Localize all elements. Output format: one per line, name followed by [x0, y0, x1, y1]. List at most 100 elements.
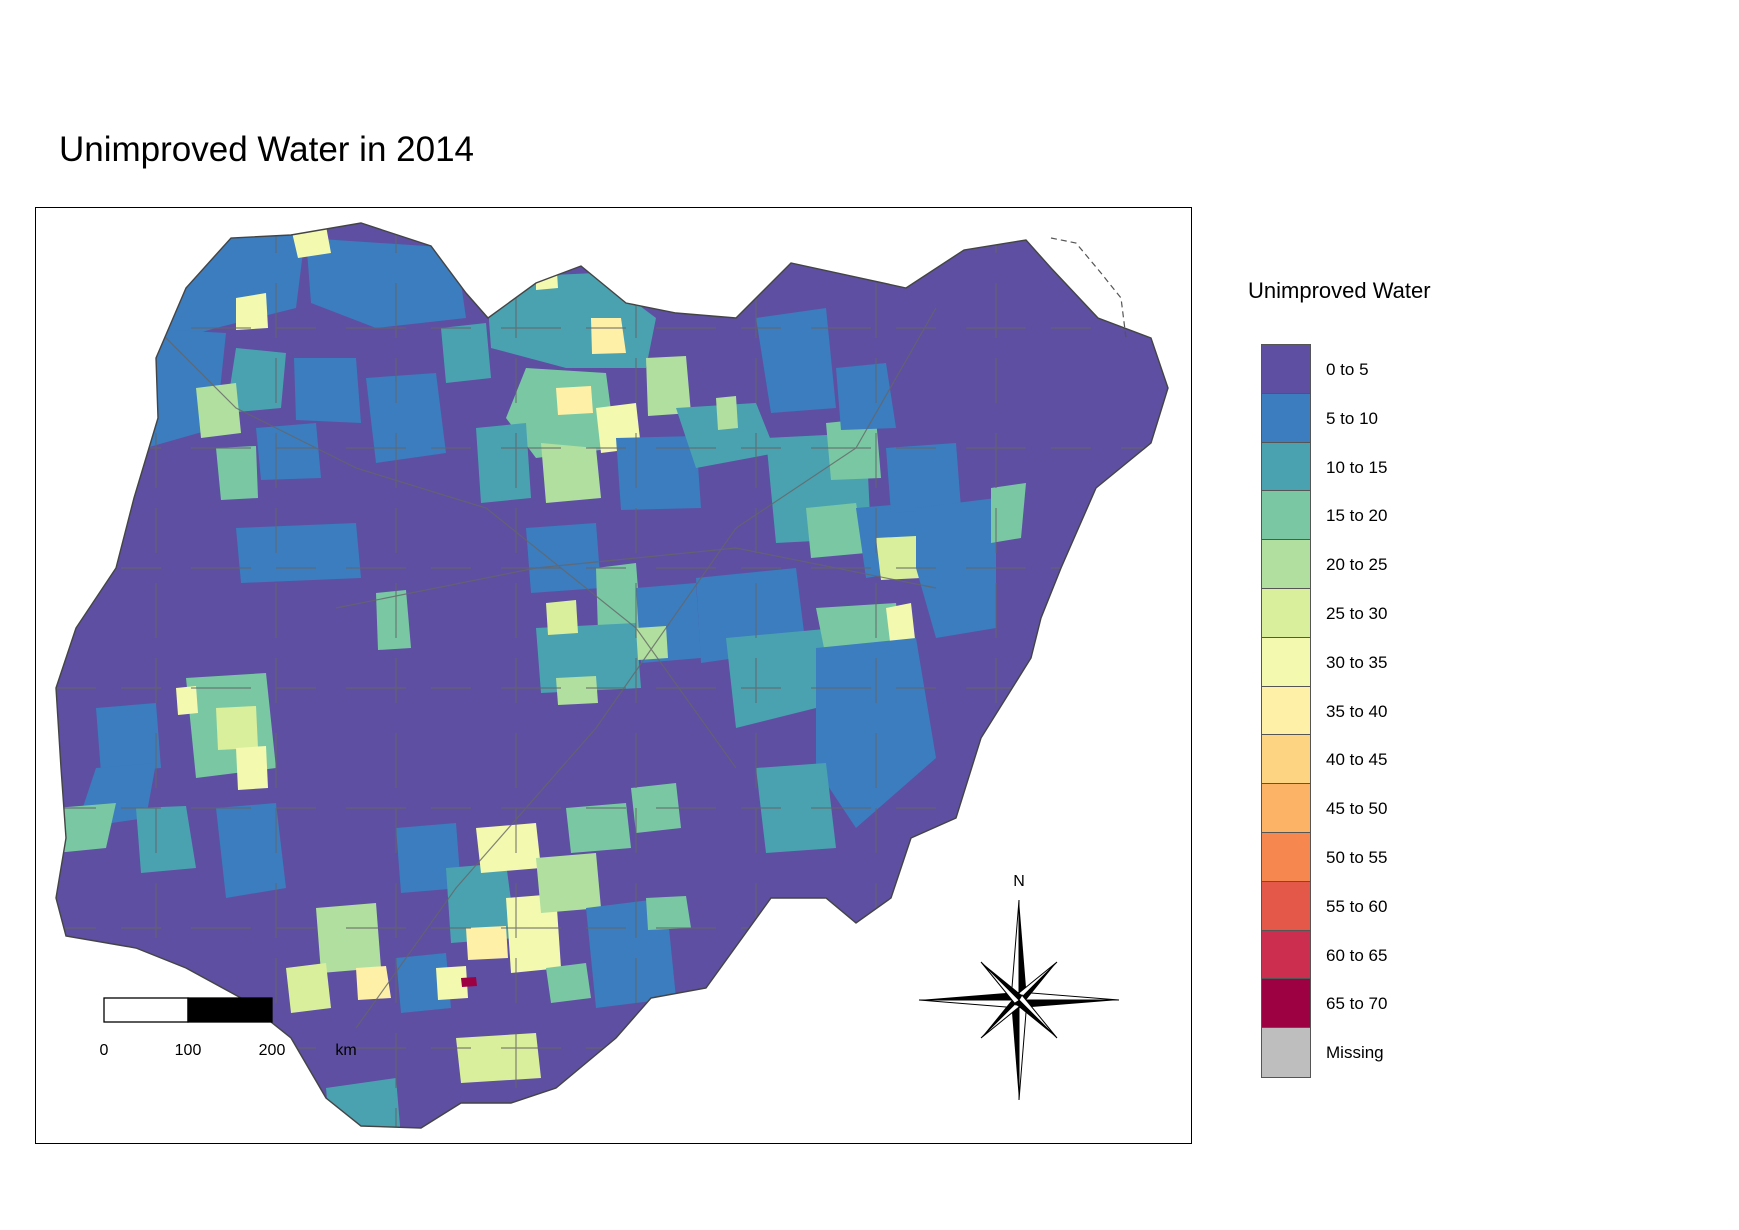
district	[536, 623, 641, 693]
district	[536, 256, 558, 290]
district	[756, 763, 836, 853]
district	[216, 706, 258, 750]
scale-bar-segment-white	[103, 997, 189, 1023]
scale-bar: 0 100 200 km	[100, 997, 357, 1059]
legend-swatch: 25 to 30	[1262, 588, 1387, 638]
district	[616, 436, 701, 510]
legend-label: Missing	[1326, 1043, 1384, 1063]
district	[726, 628, 836, 728]
district	[716, 396, 738, 430]
scale-tick-200: 200	[259, 1042, 286, 1059]
district	[236, 293, 268, 330]
legend-label: 25 to 30	[1326, 603, 1388, 623]
district	[176, 686, 198, 715]
legend-label: 35 to 40	[1326, 701, 1388, 721]
district	[876, 536, 921, 580]
country-outline	[55, 222, 1169, 1129]
district	[441, 323, 491, 383]
district	[96, 703, 161, 773]
district	[446, 863, 516, 943]
district	[886, 443, 961, 513]
legend-label: 50 to 55	[1326, 847, 1388, 867]
legend-swatch: 55 to 60	[1262, 881, 1387, 931]
legend-label: 0 to 5	[1326, 360, 1369, 379]
legend-swatch: 15 to 20	[1262, 491, 1387, 541]
district	[991, 483, 1026, 543]
district	[556, 676, 598, 705]
district	[326, 1078, 401, 1128]
district	[286, 963, 331, 1013]
legend-swatch: 35 to 40	[1262, 686, 1387, 736]
legend-swatch: 30 to 35	[1262, 637, 1387, 687]
district	[236, 523, 361, 583]
district	[456, 1033, 541, 1083]
district	[541, 443, 601, 503]
district	[756, 308, 836, 413]
map-panel[interactable]: 0 100 200 km N	[35, 207, 1192, 1144]
district	[676, 403, 776, 468]
district	[466, 926, 508, 960]
district-boundaries	[56, 223, 1168, 1128]
nigeria-map: 0 100 200 km N	[55, 222, 1169, 1129]
district	[356, 966, 391, 1000]
district	[196, 383, 241, 438]
legend-swatch: 60 to 65	[1262, 930, 1387, 980]
district	[136, 806, 196, 873]
district	[806, 503, 866, 558]
district	[596, 563, 641, 633]
legend: Unimproved Water 0 to 5 5 to 10 10 to 15 15…	[1248, 278, 1431, 1078]
legend-label: 40 to 45	[1326, 750, 1388, 770]
legend-label: 15 to 20	[1326, 506, 1388, 526]
district	[436, 966, 468, 1000]
legend-swatch: 50 to 55	[1262, 832, 1387, 882]
district	[216, 803, 286, 898]
district	[236, 746, 268, 790]
legend-label: 30 to 35	[1326, 652, 1388, 672]
legend-label: 45 to 50	[1326, 799, 1388, 819]
district	[476, 423, 531, 503]
district	[506, 894, 561, 973]
legend-label: 20 to 25	[1326, 555, 1388, 575]
scale-bar-segment-black	[187, 997, 273, 1023]
district	[566, 803, 631, 853]
north-label: N	[1013, 873, 1025, 890]
legend-label: 65 to 70	[1326, 994, 1388, 1014]
district	[536, 853, 601, 913]
district	[546, 963, 591, 1003]
legend-swatch: 65 to 70	[1262, 979, 1387, 1029]
district	[836, 363, 896, 430]
district	[886, 603, 916, 650]
district	[591, 318, 626, 354]
legend-swatch: 40 to 45	[1262, 735, 1387, 785]
district	[216, 446, 258, 500]
district	[556, 386, 593, 415]
legend-title: Unimproved Water	[1248, 278, 1431, 303]
legend-label: 10 to 15	[1326, 457, 1388, 477]
district	[316, 903, 381, 973]
legend-swatch: 0 to 5	[1262, 345, 1369, 394]
district	[646, 356, 691, 416]
map-title: Unimproved Water in 2014	[59, 130, 475, 169]
district	[256, 423, 321, 480]
legend-swatch: 20 to 25	[1262, 540, 1387, 589]
legend-label: 55 to 60	[1326, 896, 1388, 916]
district	[294, 358, 361, 423]
district-hotspot	[461, 977, 477, 987]
legend-label: 60 to 65	[1326, 945, 1388, 965]
district	[366, 373, 446, 463]
legend-swatch: 5 to 10	[1262, 393, 1378, 443]
north-arrow: N	[918, 873, 1120, 1101]
district	[476, 823, 541, 873]
scale-tick-100: 100	[175, 1042, 202, 1059]
district	[56, 803, 116, 853]
district	[291, 226, 331, 258]
district	[226, 348, 286, 413]
legend-swatch: Missing	[1262, 1028, 1384, 1077]
district	[916, 498, 996, 638]
legend-label: 5 to 10	[1326, 408, 1378, 428]
district	[306, 238, 466, 328]
district	[526, 523, 601, 593]
scale-unit: km	[335, 1042, 356, 1059]
districts-layer	[56, 223, 1168, 1128]
district	[376, 590, 411, 650]
